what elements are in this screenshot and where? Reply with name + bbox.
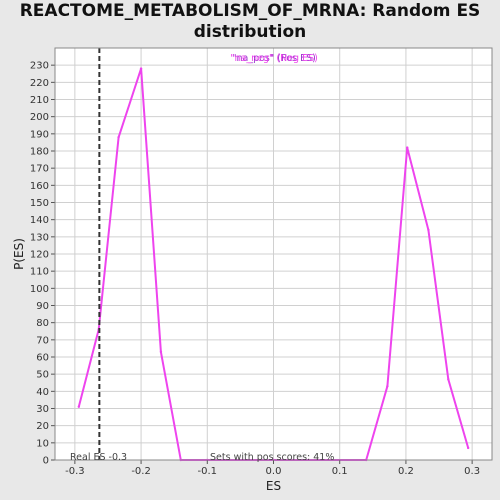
legend-entry-na-neg: "na_neg" (Neg ES) — [230, 53, 318, 64]
y-tick-label: 120 — [30, 250, 49, 261]
real-es-label: Real ES -0.3 — [70, 452, 127, 463]
data-point — [466, 446, 470, 450]
x-tick-label: -0.1 — [198, 466, 218, 477]
chart-title: REACTOME_METABOLISM_OF_MRNA: Random ES d… — [0, 1, 500, 43]
x-tick-label: 0.3 — [464, 466, 480, 477]
x-axis-label: ES — [266, 479, 281, 493]
y-tick-label: 160 — [30, 181, 49, 192]
data-point — [447, 378, 450, 381]
y-tick-label: 50 — [36, 370, 49, 381]
y-tick-label: 220 — [30, 78, 49, 89]
x-tick-label: 0.2 — [398, 466, 414, 477]
y-tick-label: 0 — [43, 456, 49, 467]
data-point — [406, 146, 409, 149]
y-tick-label: 170 — [30, 164, 49, 175]
y-tick-label: 100 — [30, 284, 49, 295]
y-tick-label: 150 — [30, 198, 49, 209]
chart-title-line2: distribution — [193, 22, 307, 42]
y-tick-label: 180 — [30, 147, 49, 158]
chart-title-line1: REACTOME_METABOLISM_OF_MRNA: Random ES — [19, 1, 481, 21]
y-tick-label: 30 — [36, 404, 49, 415]
y-tick-label: 40 — [36, 387, 49, 398]
data-point — [77, 405, 81, 408]
data-point — [117, 136, 120, 139]
x-tick-label: 0.1 — [332, 466, 348, 477]
y-tick-label: 60 — [36, 353, 49, 364]
y-tick-label: 20 — [36, 421, 49, 432]
y-tick-label: 70 — [36, 335, 49, 346]
legend-entry-na-pos: "na_pos" (Pos ES) — [232, 53, 316, 64]
y-tick-label: 90 — [36, 301, 49, 312]
y-tick-label: 110 — [30, 267, 49, 278]
data-point — [427, 228, 430, 232]
y-tick-label: 210 — [30, 95, 49, 106]
plot-frame — [54, 47, 493, 461]
data-point — [159, 350, 163, 354]
y-tick-label: 10 — [36, 438, 49, 449]
y-tick-label: 130 — [30, 232, 49, 243]
y-tick-label: 200 — [30, 112, 49, 123]
y-tick-label: 140 — [30, 215, 49, 226]
pos-scores-annotation: Sets with pos scores: 41% — [210, 452, 334, 463]
y-tick-label: 190 — [30, 129, 49, 140]
data-point — [139, 67, 143, 70]
y-tick-label: 230 — [30, 61, 49, 72]
x-tick-label: 0.0 — [266, 466, 282, 477]
x-tick-label: -0.2 — [131, 466, 151, 477]
y-tick-label: 80 — [36, 318, 49, 329]
y-axis-label: P(ES) — [12, 238, 26, 270]
data-point — [386, 384, 389, 388]
x-tick-label: -0.3 — [65, 466, 85, 477]
